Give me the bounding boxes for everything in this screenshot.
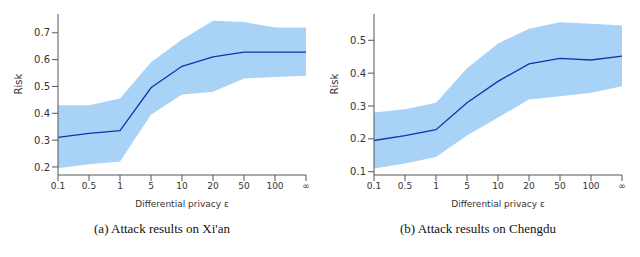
svg-text:0.4: 0.4 xyxy=(34,108,50,119)
svg-text:10: 10 xyxy=(176,181,188,191)
svg-text:0.1: 0.1 xyxy=(51,181,65,191)
svg-text:5: 5 xyxy=(464,181,470,191)
svg-text:5: 5 xyxy=(148,181,154,191)
svg-text:0.2: 0.2 xyxy=(350,133,366,144)
svg-text:50: 50 xyxy=(554,181,566,191)
svg-text:0.3: 0.3 xyxy=(34,135,50,146)
svg-text:0.1: 0.1 xyxy=(367,181,381,191)
svg-text:0.2: 0.2 xyxy=(34,162,50,173)
svg-text:Risk: Risk xyxy=(13,74,24,95)
svg-text:0.1: 0.1 xyxy=(350,166,366,177)
svg-text:0.5: 0.5 xyxy=(34,81,50,92)
html-text:(b) Attack results on Chengdu: (b) Attack results on Chengdu xyxy=(400,221,556,236)
svg-text:0.5: 0.5 xyxy=(398,181,412,191)
svg-text:0.7: 0.7 xyxy=(34,27,50,38)
svg-text:100: 100 xyxy=(582,181,599,191)
svg-text:0.4: 0.4 xyxy=(350,68,366,79)
svg-text:∞: ∞ xyxy=(618,181,626,191)
svg-text:Risk: Risk xyxy=(329,74,340,95)
svg-text:1: 1 xyxy=(433,181,439,191)
svg-text:0.5: 0.5 xyxy=(350,35,366,46)
svg-text:1: 1 xyxy=(117,181,123,191)
svg-text:10: 10 xyxy=(492,181,504,191)
svg-text:0.5: 0.5 xyxy=(82,181,96,191)
svg-text:∞: ∞ xyxy=(302,181,310,191)
svg-text:0.3: 0.3 xyxy=(350,101,366,112)
svg-text:Differential privacy ε: Differential privacy ε xyxy=(135,199,229,209)
svg-text:0.6: 0.6 xyxy=(34,54,50,65)
svg-text:100: 100 xyxy=(266,181,283,191)
svg-text:20: 20 xyxy=(207,181,219,191)
svg-text:20: 20 xyxy=(523,181,535,191)
svg-text:50: 50 xyxy=(238,181,250,191)
svg-text:Differential privacy ε: Differential privacy ε xyxy=(451,199,545,209)
html-text:(a) Attack results on Xi'an: (a) Attack results on Xi'an xyxy=(94,221,230,236)
